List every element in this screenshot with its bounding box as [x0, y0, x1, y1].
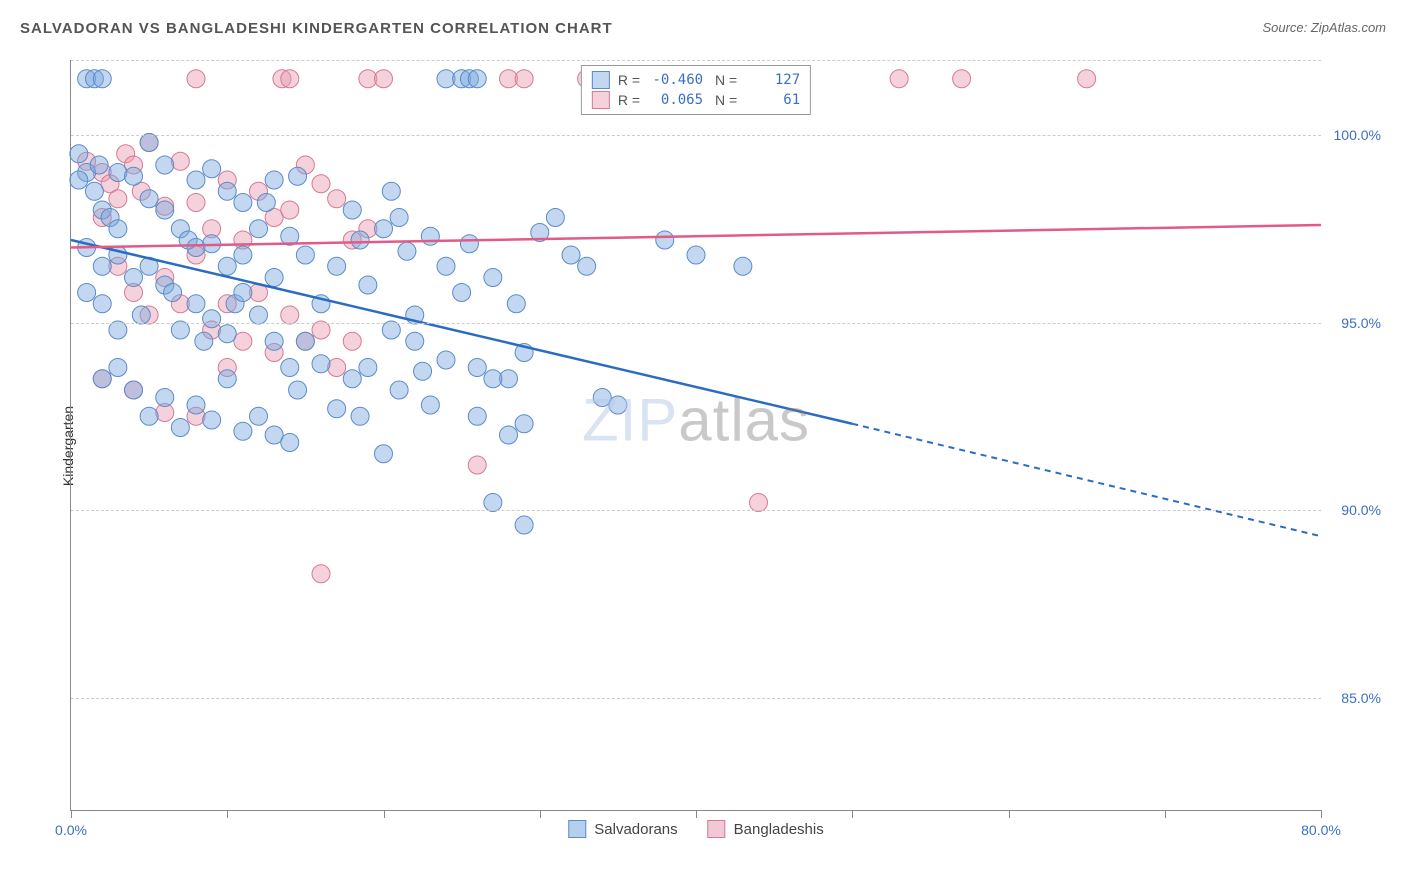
stats-row-bangladeshi: R = 0.065 N = 61 — [592, 90, 800, 110]
source-attribution: Source: ZipAtlas.com — [1262, 20, 1386, 35]
legend-item-salvadorans: Salvadorans — [568, 820, 677, 838]
legend-item-bangladeshis: Bangladeshis — [708, 820, 824, 838]
swatch-salvadoran — [592, 71, 610, 89]
correlation-stats-legend: R = -0.460 N = 127 R = 0.065 N = 61 — [581, 65, 811, 115]
plot-area: ZIPatlas R = -0.460 N = 127 R = 0.065 N … — [70, 60, 1321, 811]
correlation-chart: SALVADORAN VS BANGLADESHI KINDERGARTEN C… — [20, 20, 1386, 872]
bottom-legend: Salvadorans Bangladeshis — [568, 820, 823, 838]
legend-swatch-salvadorans — [568, 820, 586, 838]
stats-row-salvadoran: R = -0.460 N = 127 — [592, 70, 800, 90]
chart-title: SALVADORAN VS BANGLADESHI KINDERGARTEN C… — [20, 20, 613, 37]
swatch-bangladeshi — [592, 91, 610, 109]
legend-swatch-bangladeshis — [708, 820, 726, 838]
